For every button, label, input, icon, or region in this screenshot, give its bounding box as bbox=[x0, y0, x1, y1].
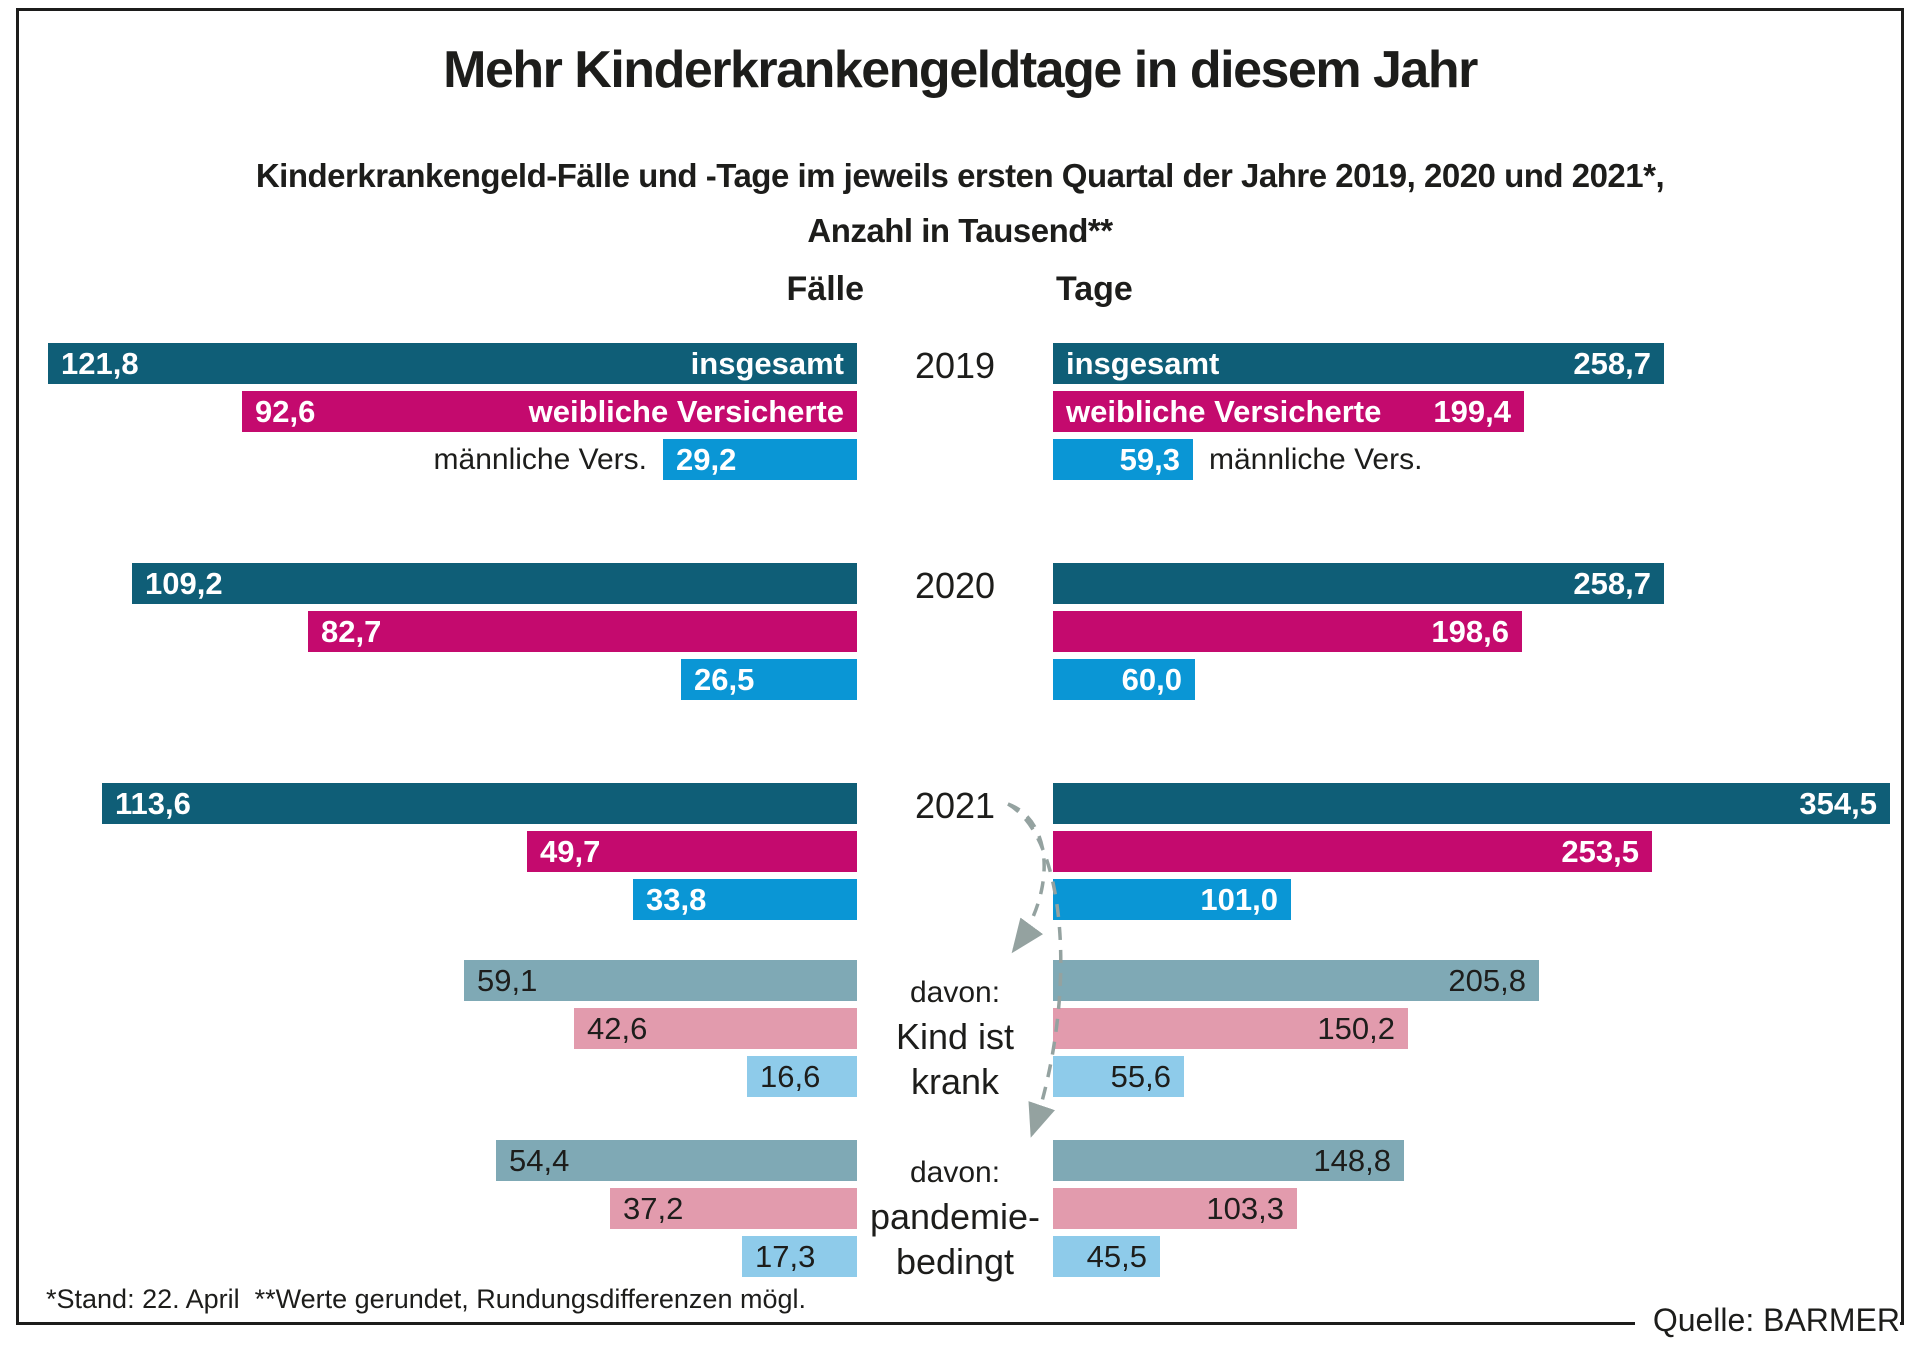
bar-value-faelle-2019-insgesamt: 121,8 bbox=[61, 345, 139, 381]
panel-header-tage: Tage bbox=[1056, 270, 1133, 308]
bar-faelle-2019-insgesamt: 121,8 insgesamt bbox=[48, 343, 857, 384]
bar-faelle-2020-insgesamt: 109,2 bbox=[132, 563, 857, 604]
series-label-weibliche-versicherte: weibliche Versicherte bbox=[1066, 393, 1382, 429]
group-label-line-kind-ist-krank-2: krank bbox=[910, 1061, 1000, 1102]
chart-border bbox=[16, 8, 1904, 1325]
bar-tage-2020-maennliche-vers: 60,0 bbox=[1053, 659, 1195, 700]
bar-value-tage-2019-weibliche-versicherte: 199,4 bbox=[1433, 393, 1511, 429]
bar-value-faelle-2020-maennliche-vers: 26,5 bbox=[694, 661, 755, 697]
bar-tage-pandemiebedingt-weibliche-versicherte: 103,3 bbox=[1053, 1188, 1297, 1229]
group-label-kind-ist-krank: davon: Kind ist krank bbox=[896, 972, 1014, 1104]
group-label-pandemiebedingt: davon: pandemie-bedingt bbox=[870, 1152, 1040, 1284]
bar-value-tage-2020-maennliche-vers: 60,0 bbox=[1121, 661, 1182, 697]
group-label-line-pandemiebedingt-2: bedingt bbox=[895, 1241, 1015, 1282]
bar-value-tage-2021-weibliche-versicherte: 253,5 bbox=[1561, 833, 1639, 869]
bar-value-tage-kind-ist-krank-insgesamt: 205,8 bbox=[1448, 962, 1526, 998]
bar-value-faelle-kind-ist-krank-weibliche-versicherte: 42,6 bbox=[587, 1010, 648, 1046]
bar-value-faelle-2019-maennliche-vers: 29,2 bbox=[676, 441, 737, 477]
bar-tage-2019-insgesamt: insgesamt 258,7 bbox=[1053, 343, 1664, 384]
bar-value-faelle-2021-insgesamt: 113,6 bbox=[115, 785, 191, 821]
bar-value-tage-pandemiebedingt-insgesamt: 148,8 bbox=[1313, 1142, 1391, 1178]
bar-faelle-2019-maennliche-vers: 29,2 bbox=[663, 439, 857, 480]
bar-tage-pandemiebedingt-insgesamt: 148,8 bbox=[1053, 1140, 1404, 1181]
bar-value-tage-pandemiebedingt-weibliche-versicherte: 103,3 bbox=[1206, 1190, 1284, 1226]
group-label-line-pandemiebedingt-0: davon: bbox=[909, 1156, 1001, 1189]
bar-value-faelle-kind-ist-krank-maennliche-vers: 16,6 bbox=[760, 1058, 821, 1094]
bar-value-tage-pandemiebedingt-maennliche-vers: 45,5 bbox=[1086, 1238, 1147, 1274]
bar-value-tage-2020-weibliche-versicherte: 198,6 bbox=[1431, 613, 1509, 649]
subtitle-line-2: Anzahl in Tausend** bbox=[807, 212, 1113, 249]
bar-tage-2019-weibliche-versicherte: weibliche Versicherte 199,4 bbox=[1053, 391, 1524, 432]
series-label-maennliche-vers-tage: männliche Vers. bbox=[1209, 443, 1423, 476]
series-label-maennliche-vers-faelle: männliche Vers. bbox=[433, 443, 647, 476]
bar-value-faelle-pandemiebedingt-weibliche-versicherte: 37,2 bbox=[623, 1190, 684, 1226]
bar-faelle-2021-maennliche-vers: 33,8 bbox=[633, 879, 857, 920]
bar-value-tage-2021-maennliche-vers: 101,0 bbox=[1200, 881, 1278, 917]
bar-tage-2021-insgesamt: 354,5 bbox=[1053, 783, 1890, 824]
group-label-line-kind-ist-krank-1: Kind ist bbox=[895, 1016, 1015, 1057]
bar-tage-2019-maennliche-vers: 59,3 bbox=[1053, 439, 1193, 480]
panel-header-faelle: Fälle bbox=[786, 270, 864, 308]
bar-faelle-pandemiebedingt-maennliche-vers: 17,3 bbox=[742, 1236, 857, 1277]
bar-value-tage-2020-insgesamt: 258,7 bbox=[1573, 565, 1651, 601]
series-label-insgesamt: insgesamt bbox=[1066, 345, 1220, 381]
bar-value-faelle-2019-weibliche-versicherte: 92,6 bbox=[255, 393, 316, 429]
group-label-2019: 2019 bbox=[914, 345, 996, 386]
bar-tage-kind-ist-krank-insgesamt: 205,8 bbox=[1053, 960, 1539, 1001]
bar-faelle-pandemiebedingt-insgesamt: 54,4 bbox=[496, 1140, 857, 1181]
bar-value-tage-2021-insgesamt: 354,5 bbox=[1799, 785, 1877, 821]
bar-faelle-kind-ist-krank-insgesamt: 59,1 bbox=[464, 960, 857, 1001]
bar-tage-pandemiebedingt-maennliche-vers: 45,5 bbox=[1053, 1236, 1160, 1277]
bar-faelle-2019-weibliche-versicherte: 92,6 weibliche Versicherte bbox=[242, 391, 857, 432]
bar-value-faelle-kind-ist-krank-insgesamt: 59,1 bbox=[477, 962, 538, 998]
bar-tage-2020-weibliche-versicherte: 198,6 bbox=[1053, 611, 1522, 652]
bar-value-faelle-2020-insgesamt: 109,2 bbox=[145, 565, 223, 601]
bar-faelle-kind-ist-krank-maennliche-vers: 16,6 bbox=[747, 1056, 857, 1097]
bar-faelle-pandemiebedingt-weibliche-versicherte: 37,2 bbox=[610, 1188, 857, 1229]
bar-value-tage-kind-ist-krank-weibliche-versicherte: 150,2 bbox=[1317, 1010, 1395, 1046]
bar-faelle-2020-maennliche-vers: 26,5 bbox=[681, 659, 857, 700]
bar-tage-2021-maennliche-vers: 101,0 bbox=[1053, 879, 1291, 920]
series-label-weibliche-versicherte: weibliche Versicherte bbox=[528, 393, 844, 429]
source-label: Quelle: BARMER bbox=[1634, 1300, 1900, 1345]
bar-faelle-2020-weibliche-versicherte: 82,7 bbox=[308, 611, 857, 652]
bar-value-tage-2019-maennliche-vers: 59,3 bbox=[1119, 441, 1180, 477]
bar-value-tage-kind-ist-krank-maennliche-vers: 55,6 bbox=[1110, 1058, 1171, 1094]
bar-faelle-2021-insgesamt: 113,6 bbox=[102, 783, 857, 824]
page-title: Mehr Kinderkrankengeldtage in diesem Jah… bbox=[443, 41, 1478, 99]
bar-faelle-kind-ist-krank-weibliche-versicherte: 42,6 bbox=[574, 1008, 857, 1049]
group-label-line-pandemiebedingt-1: pandemie- bbox=[869, 1196, 1041, 1237]
footnote: *Stand: 22. April **Werte gerundet, Rund… bbox=[46, 1284, 806, 1314]
subtitle-line-1: Kinderkrankengeld-Fälle und -Tage im jew… bbox=[255, 157, 1665, 194]
bar-value-faelle-2020-weibliche-versicherte: 82,7 bbox=[321, 613, 382, 649]
bar-tage-kind-ist-krank-maennliche-vers: 55,6 bbox=[1053, 1056, 1184, 1097]
bar-value-tage-2019-insgesamt: 258,7 bbox=[1573, 345, 1651, 381]
bar-faelle-2021-weibliche-versicherte: 49,7 bbox=[527, 831, 857, 872]
bar-tage-2021-weibliche-versicherte: 253,5 bbox=[1053, 831, 1652, 872]
group-label-line-kind-ist-krank-0: davon: bbox=[909, 976, 1001, 1009]
bar-value-faelle-2021-maennliche-vers: 33,8 bbox=[646, 881, 707, 917]
bar-value-faelle-pandemiebedingt-maennliche-vers: 17,3 bbox=[755, 1238, 816, 1274]
bar-value-faelle-2021-weibliche-versicherte: 49,7 bbox=[540, 833, 601, 869]
series-label-insgesamt: insgesamt bbox=[690, 345, 844, 381]
bar-tage-kind-ist-krank-weibliche-versicherte: 150,2 bbox=[1053, 1008, 1408, 1049]
bar-value-faelle-pandemiebedingt-insgesamt: 54,4 bbox=[509, 1142, 570, 1178]
group-label-2020: 2020 bbox=[914, 565, 996, 606]
bar-tage-2020-insgesamt: 258,7 bbox=[1053, 563, 1664, 604]
chart-subtitle: Kinderkrankengeld-Fälle und -Tage im jew… bbox=[0, 148, 1920, 258]
group-label-2021: 2021 bbox=[914, 785, 996, 826]
